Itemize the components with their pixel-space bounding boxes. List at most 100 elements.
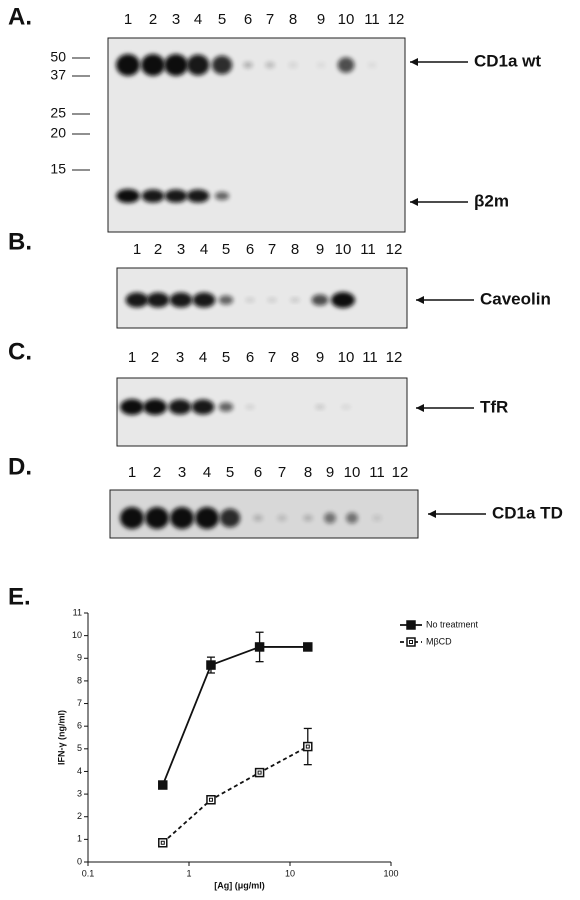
panel-label: B. [8, 228, 32, 255]
lane-number: 7 [268, 349, 276, 366]
lane-number: 1 [128, 349, 136, 366]
x-tick-label: 100 [383, 868, 398, 878]
lane-number: 8 [291, 241, 299, 258]
y-axis-label: IFN-γ (ng/ml) [56, 710, 66, 765]
lane-number: 3 [172, 11, 180, 28]
band [120, 399, 144, 415]
panel-label: E. [8, 583, 31, 610]
arrow-head [428, 510, 436, 518]
lane-number: 6 [254, 464, 262, 481]
lane-number: 4 [203, 464, 211, 481]
band [164, 189, 188, 203]
lane-number: 10 [338, 349, 355, 366]
band [245, 297, 255, 303]
point [406, 637, 416, 647]
band [146, 292, 170, 308]
point [303, 642, 313, 652]
band [265, 61, 275, 69]
band [303, 514, 313, 522]
lane-number: 12 [386, 349, 403, 366]
lane-number: 9 [317, 11, 325, 28]
point-group [406, 620, 416, 630]
band [186, 54, 210, 76]
lane-number: 9 [326, 464, 334, 481]
band [211, 55, 233, 75]
band [367, 61, 377, 69]
x-tick-label: 10 [285, 868, 295, 878]
lane-number: 5 [222, 349, 230, 366]
point [303, 741, 313, 752]
band [164, 54, 188, 76]
point [206, 795, 216, 805]
band [267, 297, 277, 303]
lane-number: 12 [388, 11, 405, 28]
point [158, 838, 168, 848]
point [254, 642, 265, 652]
band [245, 404, 255, 410]
band [290, 297, 300, 303]
point [406, 620, 416, 630]
y-tick-label: 0 [77, 856, 82, 866]
band [169, 292, 193, 308]
y-tick-label: 5 [77, 743, 82, 753]
band [316, 61, 326, 69]
band [116, 54, 140, 76]
point-group [158, 838, 168, 848]
series-line [162, 745, 309, 844]
lane-number: 3 [176, 349, 184, 366]
lane-number: 10 [335, 241, 352, 258]
lane-number: 11 [360, 241, 376, 258]
legend-label: No treatment [426, 619, 479, 629]
panel-label: A. [8, 3, 32, 30]
lane-number: 2 [149, 11, 157, 28]
band [346, 512, 358, 524]
panel-label: D. [8, 453, 32, 480]
point-group [406, 637, 416, 647]
y-tick-label: 4 [77, 766, 82, 776]
band [116, 189, 140, 203]
band-label: TfR [480, 397, 508, 416]
y-tick-label: 3 [77, 788, 82, 798]
lane-number: 7 [266, 11, 274, 28]
panel-label: C. [8, 338, 32, 365]
mw-marker: 25 [50, 105, 66, 121]
x-axis-label: [Ag] (μg/ml) [214, 880, 265, 890]
series-line [161, 646, 308, 786]
lane-number: 12 [386, 241, 403, 258]
arrow-head [410, 198, 418, 206]
point-group [254, 767, 265, 778]
lane-number: 5 [222, 241, 230, 258]
lane-number: 10 [338, 11, 355, 28]
point [158, 780, 168, 790]
band [253, 514, 263, 522]
band [191, 399, 215, 415]
lane-number: 5 [218, 11, 226, 28]
point-group [206, 660, 216, 670]
band-label: CD1a TD [492, 503, 563, 522]
band [218, 402, 234, 412]
band-label: β2m [474, 191, 509, 210]
band [141, 189, 165, 203]
lane-number: 2 [153, 464, 161, 481]
lane-number: 2 [151, 349, 159, 366]
band [372, 514, 382, 522]
lane-number: 4 [194, 11, 202, 28]
lane-number: 7 [278, 464, 286, 481]
band [141, 54, 165, 76]
band [331, 292, 355, 308]
band [192, 292, 216, 308]
band [218, 295, 234, 305]
point-inner [305, 744, 310, 749]
point-group [303, 642, 313, 652]
lane-number: 1 [128, 464, 136, 481]
band [170, 507, 194, 529]
band [219, 508, 241, 528]
mw-marker: 20 [50, 125, 66, 141]
lane-number: 1 [133, 241, 141, 258]
arrow-head [416, 404, 424, 412]
lane-number: 2 [154, 241, 162, 258]
band [186, 189, 210, 203]
band [143, 399, 167, 415]
band [324, 512, 336, 524]
